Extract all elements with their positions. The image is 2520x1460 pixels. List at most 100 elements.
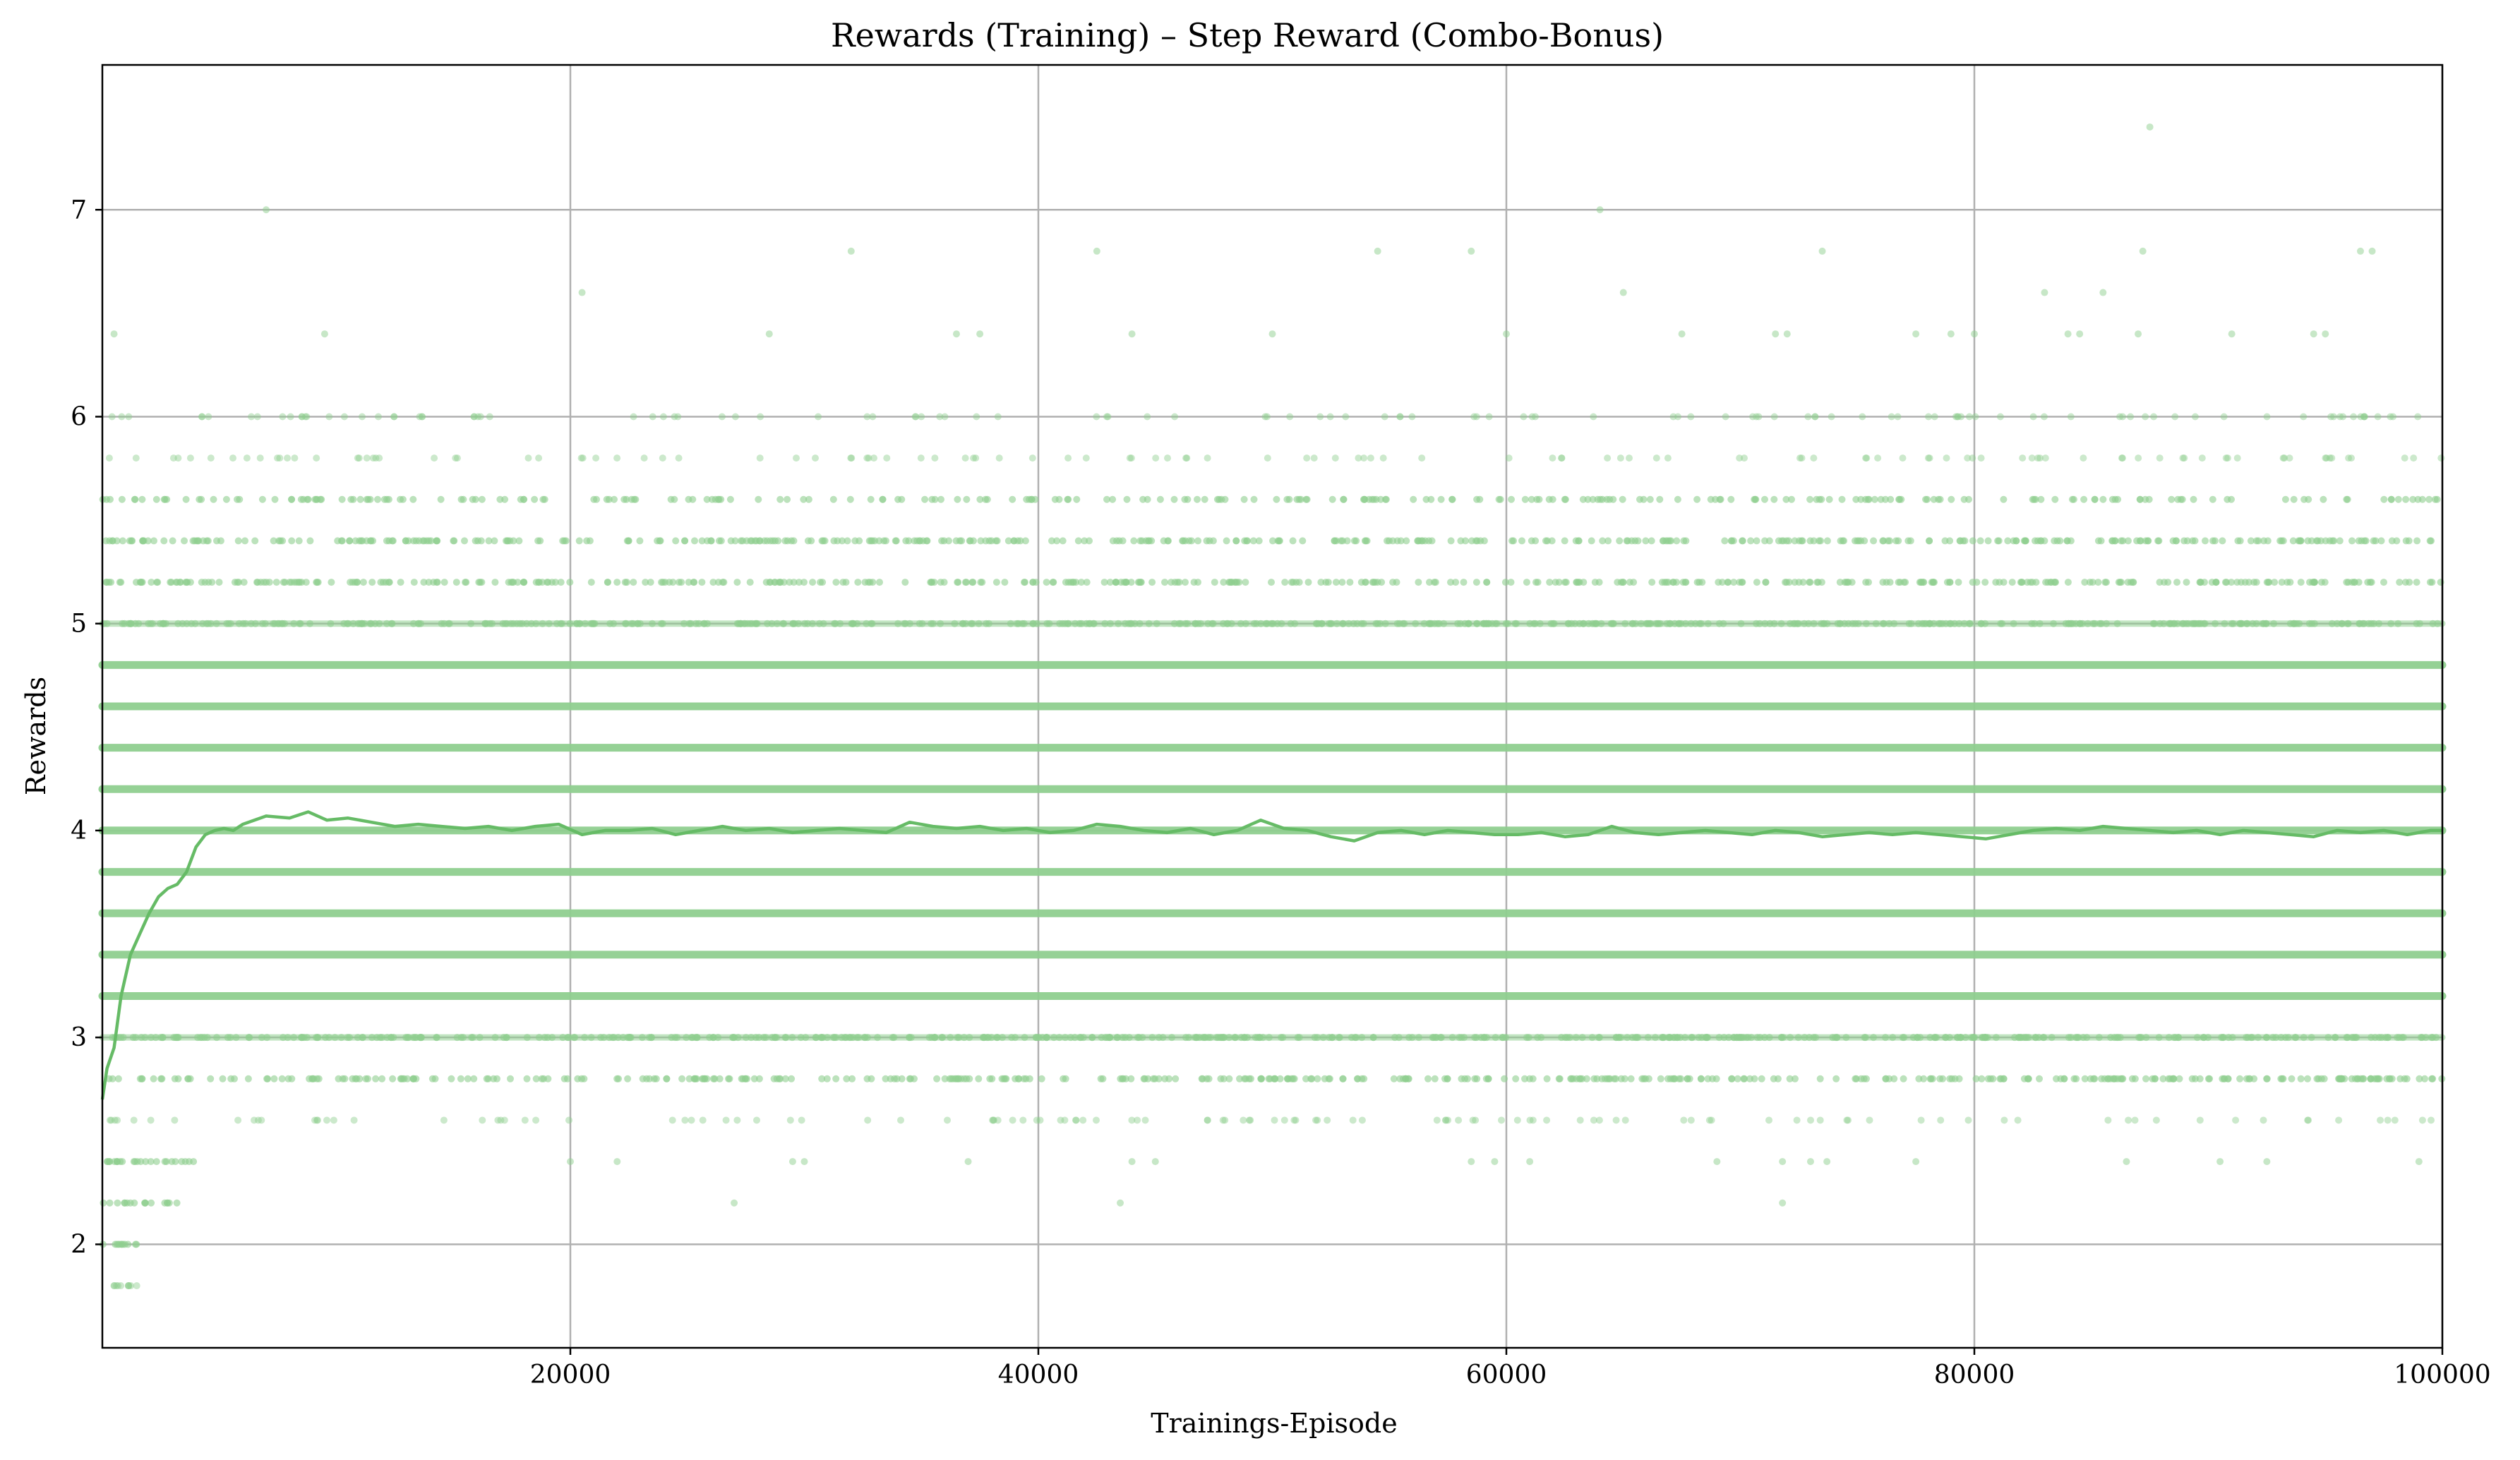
scatter-point (638, 1034, 646, 1042)
scatter-point (1483, 579, 1491, 586)
scatter-point (1717, 495, 1724, 503)
scatter-point (786, 1116, 794, 1124)
scatter-point (989, 1116, 997, 1124)
scatter-point (621, 579, 629, 586)
scatter-point (2426, 579, 2434, 586)
scatter-point (1997, 620, 2005, 627)
scatter-point (428, 1075, 436, 1082)
scatter-point (390, 1034, 397, 1042)
scatter-point (659, 413, 667, 421)
scatter-point (1666, 537, 1674, 545)
scatter-point (1131, 620, 1139, 627)
scatter-point (1656, 495, 1664, 503)
scatter-point (1730, 579, 1738, 586)
scatter-point (613, 579, 621, 586)
scatter-point (2080, 454, 2087, 462)
scatter-point (1870, 537, 1878, 545)
scatter-point (1863, 1075, 1870, 1082)
scatter-point (343, 620, 351, 627)
scatter-point (663, 1075, 671, 1082)
scatter-point (1019, 1116, 1027, 1124)
scatter-point (2357, 1075, 2365, 1082)
scatter-point (181, 537, 188, 545)
scatter-point (2114, 1034, 2122, 1042)
scatter-point (923, 537, 930, 545)
scatter-point (1216, 495, 1223, 503)
scatter-point (110, 330, 118, 338)
scatter-point (1396, 413, 1404, 421)
scatter-point (1016, 537, 1024, 545)
scatter-point (1634, 537, 1642, 545)
scatter-point (2402, 495, 2410, 503)
scatter-point (472, 495, 479, 503)
scatter-point (356, 1075, 364, 1082)
scatter-point (1228, 620, 1235, 627)
scatter-point (1825, 495, 1833, 503)
scatter-point (1312, 1116, 1319, 1124)
scatter-point (961, 454, 969, 462)
scatter-point (685, 495, 692, 503)
scatter-point (1848, 579, 1856, 586)
scatter-point (2170, 620, 2178, 627)
scatter-point (1501, 1075, 1508, 1082)
scatter-point (1931, 413, 1938, 421)
scatter-point (470, 413, 478, 421)
scatter-point (1194, 620, 1202, 627)
scatter-point (2345, 454, 2353, 462)
scatter-point (417, 1034, 425, 1042)
scatter-point (263, 1034, 271, 1042)
scatter-point (1447, 537, 1455, 545)
scatter-point (1316, 413, 1324, 421)
scatter-point (280, 579, 287, 586)
scatter-point (2305, 620, 2313, 627)
scatter-point (182, 579, 189, 586)
scatter-point (2030, 495, 2038, 503)
scatter-point (2330, 537, 2338, 545)
scatter-point (870, 454, 877, 462)
scatter-point (941, 413, 949, 421)
scatter-point (921, 495, 929, 503)
scatter-point (113, 1282, 120, 1290)
scatter-point (2339, 413, 2347, 421)
scatter-point (2018, 579, 2026, 586)
scatter-point (2413, 620, 2420, 627)
scatter-point (2310, 330, 2317, 338)
scatter-point (274, 454, 281, 462)
scatter-point (129, 1034, 137, 1042)
scatter-point (1796, 454, 1804, 462)
scatter-point (507, 1075, 514, 1082)
scatter-point (412, 1034, 420, 1042)
scatter-point (1628, 620, 1636, 627)
scatter-point (298, 413, 306, 421)
scatter-point (2175, 1034, 2183, 1042)
scatter-point (1472, 1116, 1480, 1124)
scatter-point (1201, 1034, 1209, 1042)
scatter-point (1864, 495, 1872, 503)
scatter-point (1852, 495, 1860, 503)
scatter-point (1259, 1034, 1267, 1042)
scatter-point (1946, 537, 1954, 545)
scatter-point (1880, 537, 1888, 545)
scatter-point (2065, 620, 2072, 627)
scatter-point (105, 454, 113, 462)
scatter-point (453, 454, 461, 462)
scatter-point (1889, 1034, 1897, 1042)
scatter-point (2048, 1034, 2056, 1042)
scatter-point (2000, 495, 2008, 503)
scatter-point (1291, 620, 1299, 627)
scatter-point (937, 495, 944, 503)
scatter-point (742, 1075, 749, 1082)
scatter-point (1930, 620, 1938, 627)
scatter-point (874, 1034, 882, 1042)
scatter-point (2377, 537, 2385, 545)
scatter-point (1604, 537, 1612, 545)
scatter-point (1598, 1075, 1606, 1082)
scatter-point (1526, 1116, 1534, 1124)
scatter-point (893, 1075, 901, 1082)
scatter-point (1196, 1034, 1204, 1042)
scatter-point (1432, 579, 1439, 586)
scatter-point (797, 1034, 805, 1042)
scatter-point (116, 1158, 124, 1166)
scatter-point (1857, 537, 1865, 545)
scatter-point (1852, 537, 1859, 545)
